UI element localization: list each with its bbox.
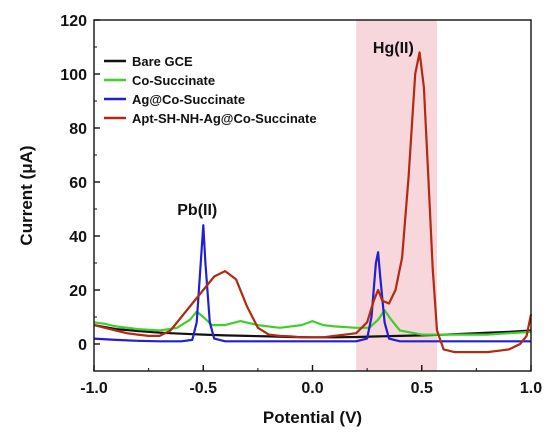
x-axis-title: Potential (V) [263, 408, 362, 427]
ticks-layer: -1.0 -0.5 0.0 0.5 1.0 0 20 40 60 80 100 120 [60, 13, 542, 397]
legend-label: Ag@Co-Succinate [132, 92, 245, 107]
series-line-3 [93, 224, 531, 343]
y-tick-label: 60 [69, 175, 87, 192]
legend: Bare GCE Co-Succinate Ag@Co-Succinate Apt-S… [104, 54, 317, 126]
y-tick-label: 120 [60, 13, 87, 30]
x-tick-label: -1.0 [80, 380, 108, 397]
series-line-4 [93, 51, 533, 354]
x-tick-label: 1.0 [520, 380, 542, 397]
y-tick-label: 0 [78, 337, 87, 354]
x-tick-label: 0.0 [301, 380, 323, 397]
annotation-hg: Hg(II) [373, 40, 414, 57]
annotation-pb: Pb(II) [177, 202, 217, 219]
legend-label: Co-Succinate [132, 73, 215, 88]
y-tick-label: 20 [69, 283, 87, 300]
y-tick-label: 100 [60, 67, 87, 84]
legend-label: Apt-SH-NH-Ag@Co-Succinate [132, 111, 317, 126]
x-tick-label: -0.5 [189, 380, 217, 397]
legend-label: Bare GCE [132, 54, 193, 69]
y-tick-label: 40 [69, 229, 87, 246]
series-layer [93, 51, 533, 354]
x-tick-label: 0.5 [411, 380, 433, 397]
series-line-2 [93, 309, 532, 336]
y-axis-title: Current (μA) [17, 145, 36, 245]
y-tick-label: 80 [69, 121, 87, 138]
